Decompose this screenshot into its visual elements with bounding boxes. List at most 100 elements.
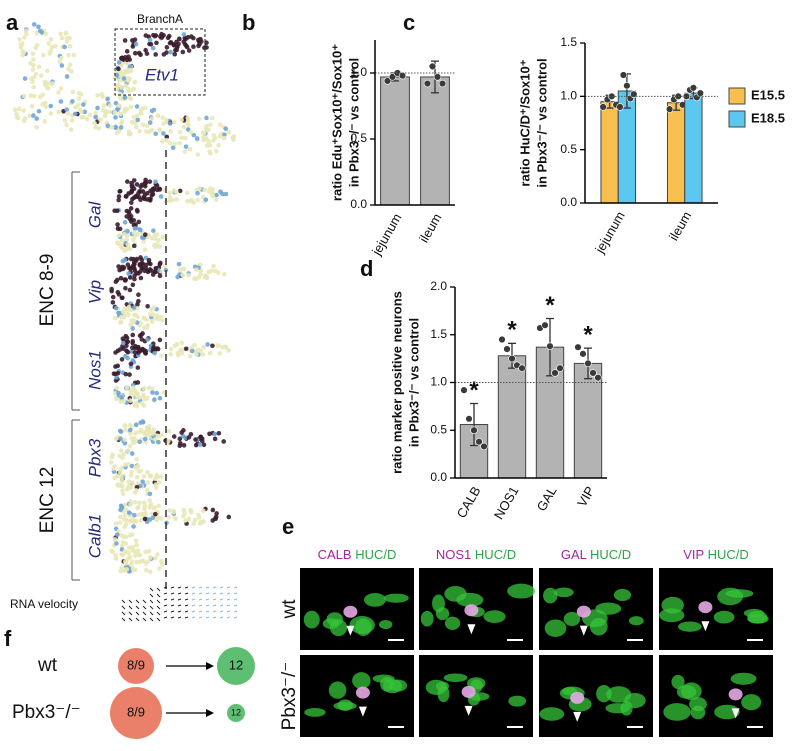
cell-dot	[172, 119, 177, 125]
cell-dot	[192, 342, 197, 348]
cell-dot	[144, 51, 150, 56]
cell-dot	[136, 292, 141, 297]
cell-dot	[137, 128, 143, 134]
cell-dot	[179, 347, 184, 353]
cell-dot	[72, 111, 78, 117]
velocity-arrow	[219, 586, 224, 589]
counter-stain: HUC/D	[475, 547, 516, 562]
row-label: wt	[279, 599, 300, 620]
velocity-arrow	[142, 605, 147, 610]
cell-dot	[80, 114, 86, 120]
cell-dot	[119, 394, 124, 400]
velocity-arrow	[170, 604, 175, 607]
cell-dot	[127, 532, 133, 538]
velocity-arrow	[170, 592, 175, 595]
velocity-arrow	[170, 586, 175, 589]
cell-dot	[186, 122, 191, 128]
cell-dot	[149, 268, 154, 273]
cell-dot	[133, 392, 139, 397]
arrowhead	[573, 711, 582, 722]
cell-dot	[116, 241, 122, 247]
cell-dot	[149, 116, 155, 122]
cell-dot	[84, 116, 90, 122]
neuron	[364, 593, 386, 607]
cell-dot	[129, 436, 135, 441]
cell-dot	[122, 559, 128, 564]
cell-dot	[139, 401, 145, 406]
cell-dot	[184, 190, 190, 196]
cell-dot	[118, 111, 123, 117]
cell-dot	[48, 103, 54, 109]
neuron	[677, 621, 702, 632]
cell-dot	[116, 233, 121, 238]
cell-dot	[196, 512, 201, 518]
cell-dot	[135, 504, 141, 510]
cell-dot	[124, 208, 130, 214]
cell-dot	[117, 428, 123, 434]
cell-dot	[210, 507, 216, 513]
cell-dot	[93, 114, 98, 120]
x-tick-label: NOS1	[491, 484, 522, 522]
cell-dot	[129, 189, 135, 194]
cell-dot	[31, 113, 36, 118]
cell-dot	[117, 470, 123, 475]
cell-dot	[144, 190, 150, 196]
cell-dot	[193, 442, 199, 448]
cell-dot	[181, 32, 187, 37]
y-tick-label: 1.0	[430, 375, 447, 389]
velocity-arrow	[191, 586, 196, 589]
velocity-arrow	[219, 616, 224, 619]
cell-dot	[124, 67, 129, 73]
neuron	[303, 610, 320, 629]
cell-dot	[143, 567, 149, 573]
cell-dot	[22, 76, 28, 81]
arrow-head	[206, 709, 214, 717]
significance: *	[583, 321, 593, 348]
data-point	[665, 105, 674, 113]
neuron	[747, 614, 769, 624]
cell-dot	[188, 129, 194, 135]
embedding	[109, 498, 232, 575]
cell-dot	[142, 436, 148, 442]
cell-dot	[154, 517, 160, 523]
marker-stain: VIP	[683, 547, 704, 562]
cell-dot	[120, 258, 126, 264]
cell-dot	[20, 41, 25, 46]
neuron	[544, 619, 567, 637]
cell-dot	[211, 264, 216, 269]
data-point	[589, 369, 597, 377]
cell-dot	[73, 104, 78, 110]
cell-dot	[145, 469, 150, 475]
cell-dot	[200, 508, 206, 514]
cell-dot	[132, 79, 138, 85]
cell-dot	[134, 474, 140, 480]
cell-dot	[36, 108, 42, 114]
cell-dot	[126, 304, 132, 310]
velocity-arrow	[184, 616, 189, 619]
cell-dot	[114, 72, 120, 78]
cell-dot	[140, 419, 146, 424]
data-point	[388, 73, 397, 81]
velocity-label: RNA velocity	[10, 597, 78, 611]
cell-dot	[157, 273, 163, 279]
cell-dot	[110, 300, 116, 305]
y-tick-label: 0.0	[350, 197, 367, 211]
cell-dot	[193, 437, 198, 442]
panel-label: b	[242, 10, 255, 35]
arrowhead	[579, 625, 588, 636]
cell-dot	[183, 346, 189, 352]
cell-dot	[118, 448, 124, 453]
neuron	[328, 681, 347, 699]
cell-dot	[59, 63, 65, 68]
cell-dot	[146, 548, 152, 554]
micrograph	[419, 568, 536, 650]
cell-dot	[198, 348, 203, 354]
cell-dot	[123, 423, 128, 429]
cell-dot	[206, 139, 212, 144]
cell-dot	[121, 265, 127, 270]
cell-dot	[164, 45, 170, 50]
cell-dot	[132, 37, 138, 42]
cell-dot	[30, 51, 36, 56]
cell-dot	[145, 559, 151, 564]
cell-dot	[114, 396, 119, 402]
